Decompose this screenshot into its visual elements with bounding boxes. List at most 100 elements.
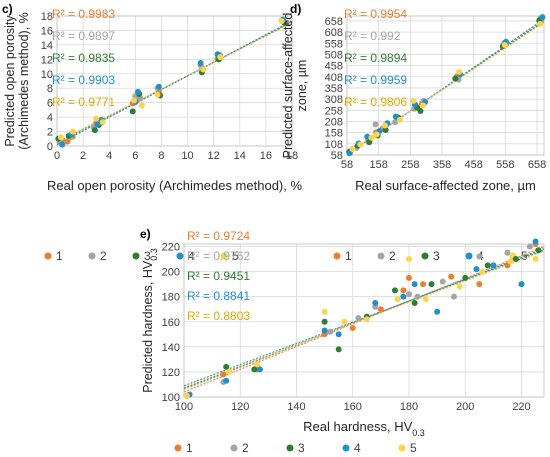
r2-label-1: R² = 0.9954 [344, 7, 407, 21]
point-series-4 [256, 366, 263, 373]
point-series-5 [321, 308, 328, 315]
y-tick-label: 220 [162, 242, 180, 254]
r2-label-4: R² = 0.9959 [344, 73, 407, 87]
point-series-5 [479, 268, 486, 275]
panel-label: c) [2, 2, 13, 16]
point-series-3 [411, 299, 418, 306]
point-series-2 [392, 119, 399, 126]
point-series-1 [476, 281, 483, 288]
legend-label-4: 4 [354, 441, 361, 455]
r2-label-5: R² = 0.8803 [187, 309, 250, 323]
point-series-5 [200, 66, 207, 73]
point-series-5 [406, 256, 412, 263]
legend-marker-5 [220, 252, 228, 260]
y-axis-label-line: Predicted open porosity [3, 15, 17, 147]
point-series-4 [335, 331, 342, 338]
legend-marker-2 [377, 252, 385, 260]
point-series-3 [417, 107, 424, 114]
x-tick-label: 18 [286, 150, 298, 162]
y-tick-label: 258 [325, 105, 343, 117]
point-series-5 [422, 296, 429, 303]
point-series-5 [420, 102, 427, 109]
y-tick-label: 158 [325, 128, 343, 140]
point-series-5 [532, 256, 539, 263]
panel-1: 5810815820825830835840845850855860865858… [281, 2, 546, 263]
point-series-3 [335, 346, 342, 353]
legend-label-2: 2 [242, 441, 249, 455]
r2-label-3: R² = 0.9894 [344, 51, 407, 65]
legend-label-1: 1 [186, 441, 193, 455]
x-axis-label: Real surface-affected zone, µm [355, 178, 536, 193]
r2-label-1: R² = 0.9724 [187, 229, 250, 243]
y-axis-label: Predicted hardness, HV0.3 [141, 248, 159, 393]
point-series-3 [321, 318, 328, 325]
y-tick-label: 208 [325, 116, 343, 128]
x-axis-label: Real hardness, HV0.3 [303, 419, 425, 438]
point-series-5 [93, 115, 100, 122]
point-series-5 [382, 122, 389, 129]
legend-label-3: 3 [433, 249, 440, 263]
point-series-4 [94, 121, 101, 128]
point-series-4 [532, 238, 539, 245]
y-axis-label-subscript: 0.3 [149, 248, 159, 261]
r2-label-2: R² = 0.992 [344, 29, 401, 43]
legend-marker-4 [176, 252, 184, 260]
x-tick-label: 100 [175, 401, 193, 413]
point-series-4 [134, 88, 141, 95]
y-tick-label: 658 [325, 16, 343, 28]
legend-label-4: 4 [188, 249, 195, 263]
legend-label-5: 5 [410, 441, 417, 455]
legend-marker-2 [88, 252, 96, 260]
point-series-5 [254, 361, 261, 368]
point-series-5 [138, 102, 145, 109]
y-tick-label: 160 [162, 317, 180, 329]
legend-marker-4 [342, 444, 350, 452]
plot-area [56, 15, 293, 147]
point-series-4 [473, 266, 480, 273]
point-series-3 [382, 126, 389, 133]
point-series-4 [372, 299, 379, 306]
x-tick-label: 158 [369, 159, 387, 171]
x-tick-label: 10 [181, 150, 193, 162]
y-tick-label: 12 [41, 54, 53, 66]
point-series-5 [410, 97, 417, 104]
point-series-3 [535, 247, 542, 254]
point-series-2 [406, 291, 412, 298]
legend-marker-1 [174, 444, 182, 452]
x-tick-label: 160 [344, 401, 362, 413]
y-tick-label: 558 [325, 38, 343, 50]
panel-2: 100 120 140 160 180 200 220 100 120 140 160 180 200 2… [140, 227, 545, 455]
point-series-3 [462, 274, 469, 281]
y-tick-label: 408 [325, 72, 343, 84]
legend-marker-3 [421, 252, 429, 260]
r2-label-3: R² = 0.9835 [52, 51, 115, 65]
trendline-5 [183, 250, 545, 388]
point-series-1 [400, 287, 407, 294]
point-series-1 [220, 371, 227, 378]
point-series-3 [251, 366, 258, 373]
point-series-5 [373, 131, 380, 138]
point-series-1 [406, 274, 412, 281]
y-tick-label: 358 [325, 83, 343, 95]
x-tick-label: 16 [260, 150, 272, 162]
y-axis-label-line: (Archimedes method), % [17, 12, 31, 150]
point-series-5 [394, 296, 401, 303]
y-tick-label: 120 [162, 367, 180, 379]
point-series-5 [456, 283, 463, 290]
point-series-5 [363, 316, 370, 323]
point-series-5 [154, 91, 161, 98]
point-series-4 [155, 83, 162, 90]
point-series-5 [341, 318, 348, 325]
y-axis-label-line: Predicted hardness, HV [141, 260, 155, 393]
x-tick-label: 558 [496, 159, 514, 171]
x-tick-label: 8 [158, 150, 164, 162]
x-axis-label: Real open porosity (Archimedes method), … [47, 178, 303, 193]
x-tick-label: 120 [231, 401, 249, 413]
point-series-5 [396, 116, 403, 123]
y-tick-label: 308 [325, 94, 343, 106]
y-tick-label: 2 [47, 127, 53, 139]
plot-area [183, 243, 545, 398]
point-series-4 [59, 141, 66, 148]
y-tick-label: 458 [325, 61, 343, 73]
